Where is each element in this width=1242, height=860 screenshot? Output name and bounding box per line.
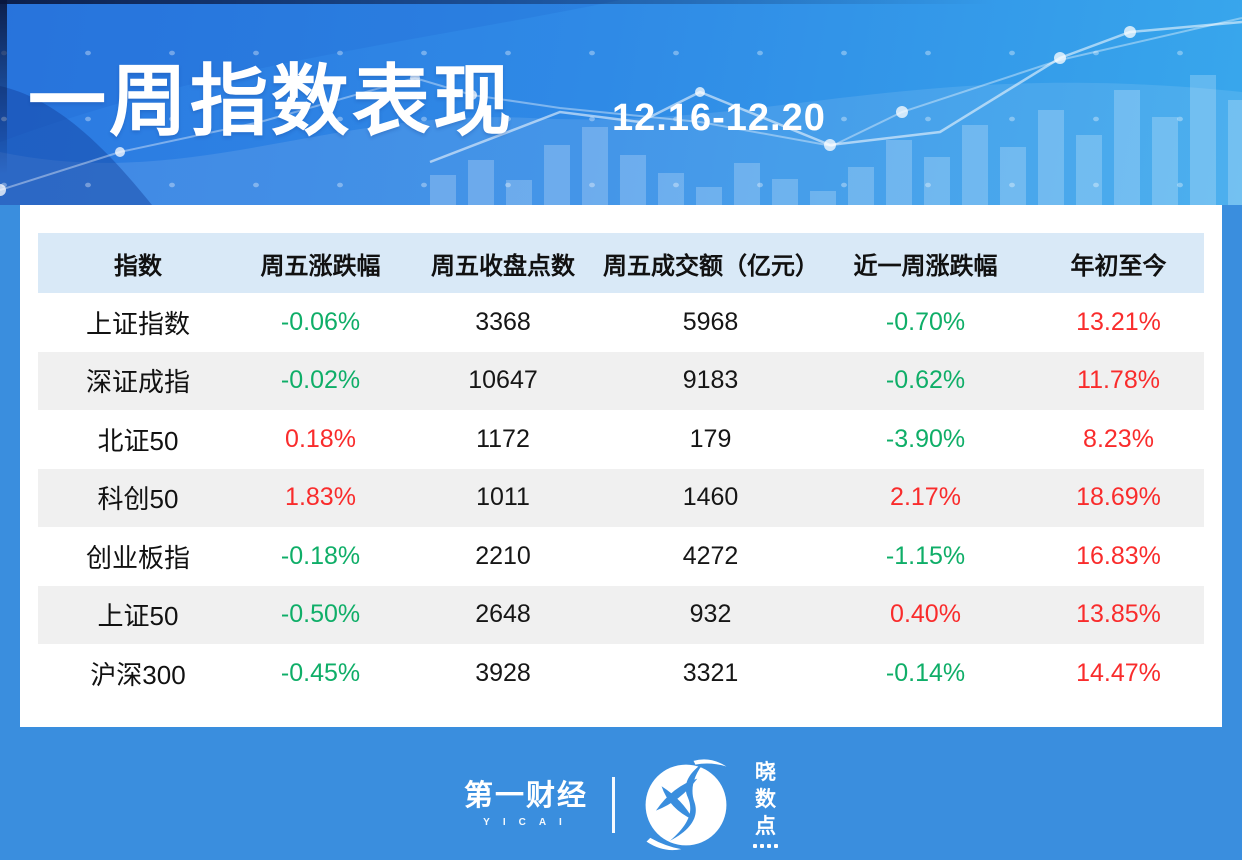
column-header: 年初至今 <box>1033 233 1204 293</box>
table-cell: 9183 <box>603 351 818 410</box>
change-cell: -0.45% <box>280 658 361 687</box>
yicai-logo: 第一财经 YICAI <box>463 780 588 828</box>
yicai-logo-text: 第一财经 <box>463 780 588 813</box>
column-header: 指数 <box>38 233 238 293</box>
change-cell: -1.15% <box>885 541 966 570</box>
date-range: 12.16-12.20 <box>612 97 826 139</box>
change-cell: -0.02% <box>238 351 403 410</box>
xiaoshudian-logo-text: 晓 数 点 <box>753 761 778 848</box>
wave-shape <box>0 0 620 142</box>
table-cell: 2210 <box>475 541 531 570</box>
table-cell: 932 <box>603 585 818 644</box>
column-header: 近一周涨跌幅 <box>818 233 1033 293</box>
bar-chart-decoration <box>430 75 1242 205</box>
table-cell: 北证50 <box>97 425 179 456</box>
banner-decoration-art <box>0 0 1242 205</box>
table-cell: 1011 <box>403 468 603 527</box>
change-cell: -3.90% <box>885 424 966 453</box>
table-cell: 创业板指 <box>85 542 190 573</box>
banner-top-edge <box>0 0 1242 4</box>
change-cell: 0.18% <box>285 424 356 453</box>
table-row: 创业板指 -0.18% 2210 4272 -1.15% 16.83% <box>38 527 1204 586</box>
change-cell: 16.83% <box>1076 541 1161 570</box>
change-cell: -0.18% <box>280 541 361 570</box>
dot-grid-pattern <box>0 0 1242 205</box>
change-cell: -0.50% <box>238 585 403 644</box>
table-cell: 3321 <box>682 658 739 687</box>
table-row: 沪深300 -0.45% 3928 3321 -0.14% 14.47% <box>38 644 1204 703</box>
column-header: 周五成交额（亿元） <box>603 233 819 293</box>
table-row: 上证指数 -0.06% 3368 5968 -0.70% 13.21% <box>38 293 1204 352</box>
footer: 第一财经 YICAI 晓 数 点 <box>0 727 1242 860</box>
xsd-char: 数 <box>755 788 776 811</box>
change-cell: 0.40% <box>818 585 1033 644</box>
table-cell: 科创50 <box>38 468 238 527</box>
change-cell: 18.69% <box>1033 468 1204 527</box>
table-header-row: 指数 周五涨跌幅 周五收盘点数 周五成交额（亿元） 近一周涨跌幅 年初至今 <box>38 233 1204 293</box>
xsd-char: 晓 <box>755 761 776 784</box>
table-cell: 4272 <box>682 541 739 570</box>
column-header: 周五收盘点数 <box>403 233 603 293</box>
page-title: 一周指数表现 <box>28 57 515 145</box>
change-cell: 1.83% <box>238 468 403 527</box>
wave-shape <box>0 86 152 205</box>
table-cell: 上证指数 <box>85 308 190 339</box>
xiaoshudian-logo-icon <box>645 758 727 850</box>
footer-divider <box>612 776 615 833</box>
change-cell: 11.78% <box>1033 351 1204 410</box>
change-cell: -0.62% <box>818 351 1033 410</box>
table-cell: 3368 <box>475 307 531 336</box>
table-cell: 179 <box>689 424 732 453</box>
table-row: 北证50 0.18% 1172 179 -3.90% 8.23% <box>38 410 1204 469</box>
table-cell: 5968 <box>682 307 739 336</box>
table-card: 指数 周五涨跌幅 周五收盘点数 周五成交额（亿元） 近一周涨跌幅 年初至今 上证指数 -0.… <box>20 205 1222 727</box>
table-row: 上证50 -0.50% 2648 932 0.40% 13.85% <box>38 585 1204 644</box>
change-cell: 14.47% <box>1076 658 1161 687</box>
table-cell: 1460 <box>603 468 818 527</box>
wave-shape <box>0 82 1242 205</box>
table-row: 科创50 1.83% 1011 1460 2.17% 18.69% <box>38 468 1204 527</box>
table-cell: 2648 <box>403 585 603 644</box>
table-cell: 3928 <box>475 658 531 687</box>
change-cell: 2.17% <box>818 468 1033 527</box>
change-cell: -0.70% <box>885 307 966 336</box>
change-cell: 13.85% <box>1033 585 1204 644</box>
change-cell: -0.06% <box>280 307 361 336</box>
table-cell: 1172 <box>476 424 530 453</box>
change-cell: 8.23% <box>1083 424 1154 453</box>
xsd-char: 点 <box>755 815 776 838</box>
change-cell: 13.21% <box>1076 307 1161 336</box>
table-row: 深证成指 -0.02% 10647 9183 -0.62% 11.78% <box>38 351 1204 410</box>
banner: 一周指数表现 12.16-12.20 <box>0 0 1242 205</box>
table-cell: 深证成指 <box>38 351 238 410</box>
table-cell: 10647 <box>403 351 603 410</box>
line-chart-decoration <box>0 17 1242 196</box>
banner-left-edge <box>0 0 7 205</box>
table-cell: 沪深300 <box>90 659 186 690</box>
xsd-dots-decoration <box>753 844 778 848</box>
change-cell: -0.14% <box>885 658 966 687</box>
column-header: 周五涨跌幅 <box>238 233 403 293</box>
index-performance-table: 指数 周五涨跌幅 周五收盘点数 周五成交额（亿元） 近一周涨跌幅 年初至今 上证指数 -0.… <box>38 233 1204 703</box>
yicai-logo-subtext: YICAI <box>483 816 575 828</box>
table-cell: 上证50 <box>38 585 238 644</box>
